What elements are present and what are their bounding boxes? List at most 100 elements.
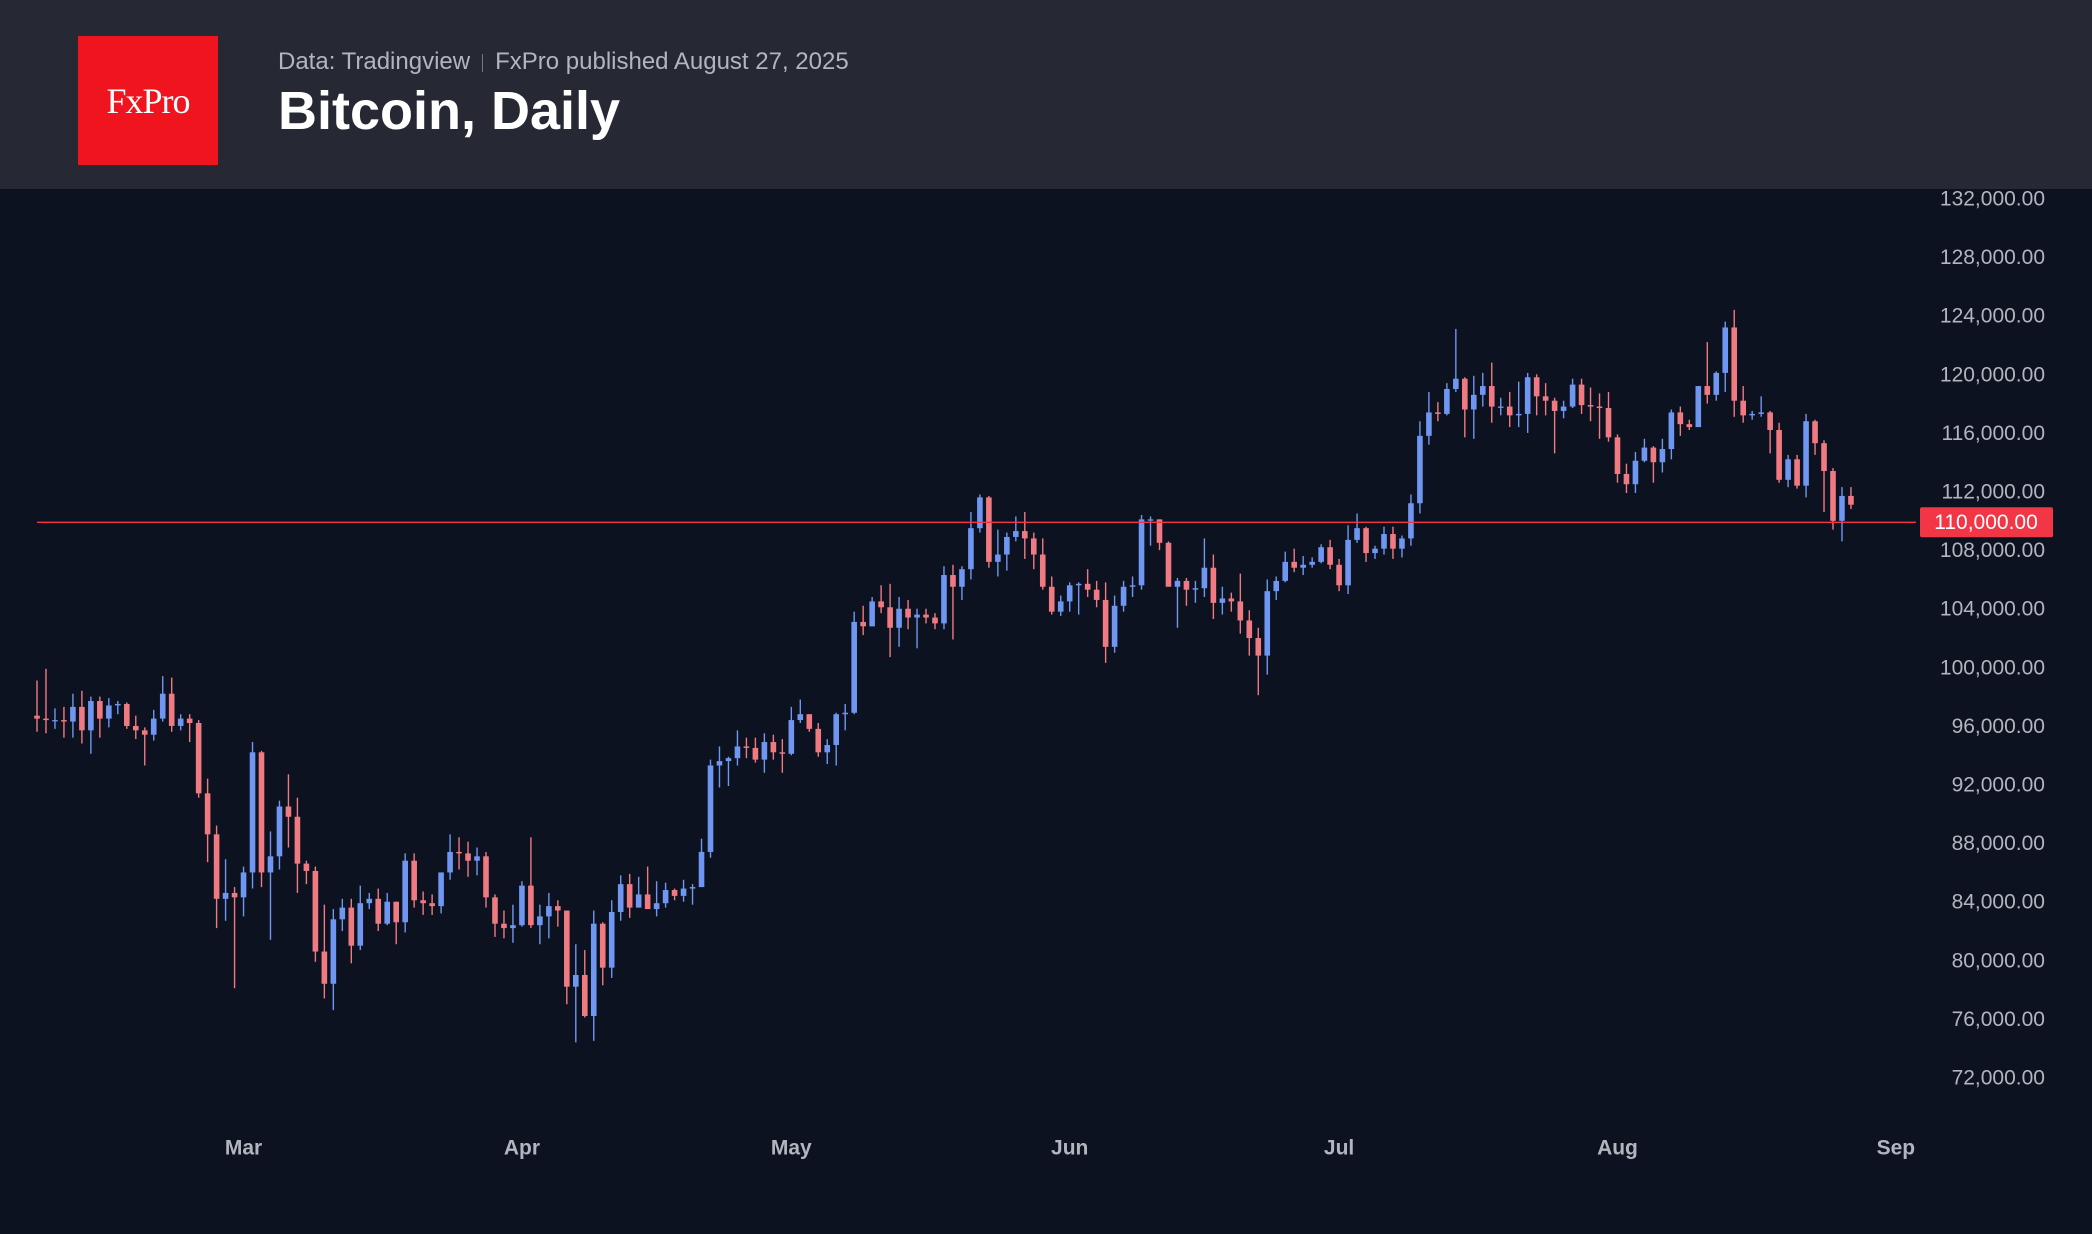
candle-body — [1282, 561, 1289, 581]
candle-body — [932, 617, 938, 624]
candle-body — [411, 860, 417, 901]
candle-body — [788, 720, 795, 754]
candle-body — [1022, 531, 1028, 539]
candle-body — [743, 746, 750, 748]
candle-body — [644, 894, 651, 910]
candle-body — [1201, 567, 1208, 589]
candle-body — [860, 621, 866, 627]
candle-body — [106, 705, 112, 719]
candle-body — [1839, 495, 1845, 521]
candle-body — [1174, 580, 1181, 587]
candle-body — [1237, 601, 1244, 621]
candle-body — [1004, 536, 1010, 555]
candle-body — [1830, 471, 1836, 521]
candle-body — [1417, 435, 1423, 504]
candle-body — [1821, 443, 1827, 472]
candle-body — [1462, 378, 1468, 410]
separator — [482, 53, 484, 72]
source: Data: Tradingview — [278, 48, 471, 75]
candle-body — [1291, 561, 1297, 568]
candle-body — [617, 884, 624, 912]
candle-body — [1722, 327, 1729, 373]
candle-body — [1794, 459, 1800, 486]
candle-body — [1758, 412, 1764, 414]
candle-body — [1569, 384, 1576, 407]
y-tick-label: 116,000.00 — [1941, 422, 2045, 445]
candle-body — [914, 614, 920, 618]
candle-body — [285, 806, 292, 817]
candle-body — [70, 706, 76, 722]
candle-body — [1129, 585, 1136, 587]
y-tick-label: 80,000.00 — [1952, 949, 2045, 972]
candle-body — [1587, 405, 1594, 407]
candle-body — [1731, 327, 1738, 401]
candle-body — [968, 528, 974, 570]
candle-body — [1228, 598, 1235, 602]
candle-body — [1551, 400, 1558, 411]
candle-body — [806, 714, 813, 729]
candle-body — [267, 856, 274, 873]
candle-body — [995, 554, 1001, 562]
candle-body — [1048, 586, 1055, 612]
candle-body — [348, 907, 355, 946]
candle-body — [1749, 413, 1755, 416]
candle-body — [1264, 591, 1271, 656]
candle-body — [698, 851, 705, 888]
y-tick-label: 108,000.00 — [1940, 539, 2045, 562]
candle-body — [959, 569, 965, 587]
candle-body — [878, 601, 884, 608]
candle-body — [1372, 548, 1378, 554]
candle-body — [1381, 534, 1387, 549]
candle-body — [1390, 534, 1396, 549]
candle-body — [1138, 519, 1145, 586]
candle-body — [1013, 531, 1019, 537]
candle-body — [1435, 412, 1441, 414]
candle-body — [1318, 547, 1324, 562]
candle-body — [716, 761, 723, 766]
candle-body — [797, 714, 804, 721]
candle-body — [312, 870, 319, 952]
x-tick-label: Mar — [225, 1137, 262, 1160]
candle-body — [977, 497, 983, 529]
candle-body — [177, 718, 184, 726]
candle-body — [581, 974, 588, 1017]
candle-body — [1336, 564, 1342, 586]
candle-body — [1488, 386, 1495, 407]
candle-body — [34, 715, 40, 719]
candle-body — [1057, 601, 1064, 612]
candle-body — [339, 907, 346, 920]
candle-body — [1165, 542, 1172, 587]
y-tick-label: 124,000.00 — [1940, 305, 2045, 328]
candle-body — [1596, 406, 1603, 409]
candle-body — [249, 752, 256, 873]
candle-body — [294, 816, 301, 864]
candle-body — [97, 701, 103, 719]
candle-body — [923, 614, 929, 618]
y-tick-label: 104,000.00 — [1940, 598, 2045, 621]
y-tick-label: 72,000.00 — [1952, 1067, 2045, 1090]
candle-body — [734, 746, 741, 759]
x-tick-label: Jul — [1324, 1137, 1354, 1160]
candle-body — [761, 742, 768, 760]
x-tick-label: Jun — [1051, 1137, 1088, 1160]
candle-body — [1740, 400, 1746, 416]
candle-body — [213, 834, 220, 899]
published: FxPro published August 27, 2025 — [495, 48, 849, 75]
candle-body — [546, 906, 552, 917]
candle-body — [1704, 386, 1711, 395]
candle-body — [1156, 519, 1163, 543]
candle-body — [528, 885, 534, 926]
y-tick-label: 76,000.00 — [1952, 1008, 2045, 1031]
candle-body — [519, 885, 525, 926]
candle-body — [222, 892, 229, 899]
y-tick-label: 112,000.00 — [1941, 481, 2045, 504]
candle-body — [303, 863, 310, 871]
candle-body — [851, 621, 857, 713]
candle-body — [626, 884, 633, 908]
candle-body — [1066, 585, 1073, 602]
candle-body — [1533, 377, 1540, 397]
candle-body — [1327, 547, 1333, 565]
candle-body — [366, 898, 373, 904]
candle-body — [1812, 421, 1818, 444]
candle-body — [770, 742, 777, 753]
